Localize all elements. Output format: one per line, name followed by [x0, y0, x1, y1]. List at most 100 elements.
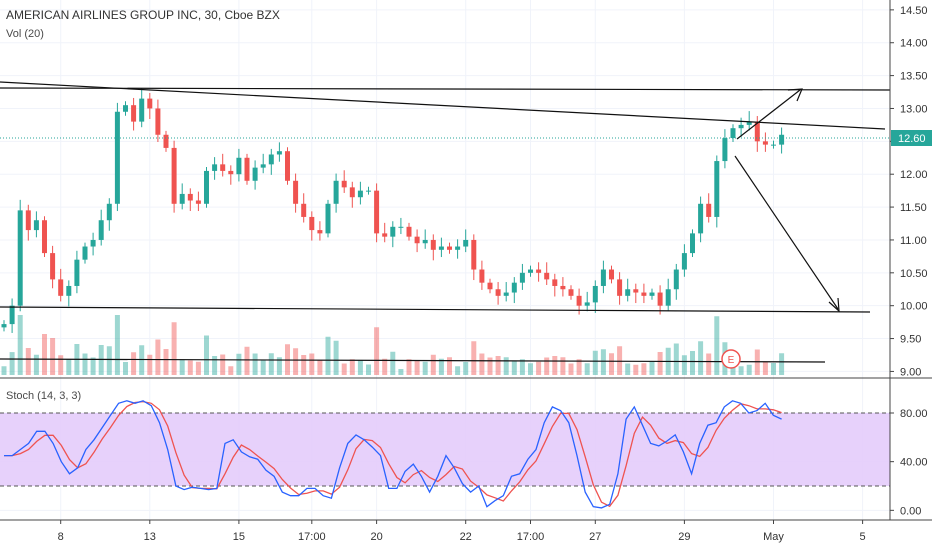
chart-title: AMERICAN AIRLINES GROUP INC, 30, Cboe BZ…: [6, 8, 280, 22]
volume-bar: [600, 349, 606, 375]
time-tick-label: 27: [589, 531, 601, 543]
volume-bar: [260, 360, 266, 375]
volume-bar: [495, 356, 501, 375]
volume-bar: [42, 334, 47, 375]
price-tick-label: 14.00: [900, 38, 928, 50]
candle-body: [147, 98, 153, 109]
candle-body: [722, 138, 728, 162]
volume-bar: [592, 350, 598, 375]
candle-body: [244, 157, 250, 181]
candle-body: [123, 105, 128, 112]
candle-body: [633, 289, 639, 293]
earnings-marker[interactable]: E: [721, 349, 741, 369]
support-horizontal-line[interactable]: [0, 306, 871, 313]
volume-bar: [268, 353, 274, 375]
time-tick-label: 20: [370, 531, 382, 543]
candle-body: [25, 210, 31, 231]
volume-bar: [463, 362, 469, 375]
volume-bar: [293, 348, 299, 375]
volume-bar: [552, 356, 558, 375]
candle-body: [568, 289, 574, 296]
candle-body: [74, 259, 80, 286]
candle-body: [528, 269, 533, 273]
candle-body: [714, 161, 720, 217]
stochastic-lines: [4, 400, 782, 509]
bullish-projection-arrow[interactable]: [736, 89, 801, 140]
volume-bar: [422, 361, 428, 375]
candle-body: [50, 253, 56, 280]
upper-descending-trendline[interactable]: [0, 81, 886, 130]
volume-bar: [771, 363, 776, 375]
candle-body: [341, 180, 347, 188]
time-tick-label: 15: [233, 531, 245, 543]
time-axis[interactable]: 8 13 15 17:00 20 22 17:00 27 29 May 5: [58, 520, 866, 543]
volume-bar: [123, 362, 128, 375]
candle-body: [9, 305, 15, 325]
price-tick-label: 9.00: [900, 366, 921, 378]
candle-body: [779, 134, 785, 145]
candle-body: [592, 285, 598, 303]
volume-bar: [536, 361, 542, 375]
bullish-arrowhead-icon: [787, 88, 803, 102]
last-price-tag: 12.60: [891, 130, 932, 146]
candle-body: [600, 269, 606, 286]
volume-bar: [528, 363, 533, 375]
candle-body: [236, 157, 242, 175]
stoch-overbought-oversold-band: [0, 413, 890, 486]
candle-body: [730, 128, 736, 139]
candle-body: [398, 226, 404, 228]
volume-bar: [25, 348, 31, 375]
time-tick-label: 22: [460, 531, 472, 543]
candle-body: [252, 167, 258, 181]
resistance-horizontal-line[interactable]: [0, 87, 891, 91]
stoch-axis[interactable]: 80.00 40.00 0.00: [890, 408, 928, 517]
volume-bar: [633, 364, 639, 375]
candle-body: [204, 170, 209, 204]
price-tick-label: 10.00: [900, 301, 928, 313]
candle-body: [706, 203, 712, 217]
candle-body: [511, 282, 517, 293]
price-axis[interactable]: 14.5014.0013.5013.0012.5012.0011.5011.00…: [890, 5, 928, 379]
candle-body: [576, 295, 582, 306]
candle-body: [195, 200, 201, 204]
volume-bar: [58, 355, 64, 375]
volume-bar: [131, 352, 137, 375]
volume-bar: [690, 351, 695, 375]
volume-bar: [519, 359, 525, 375]
candle-body: [82, 246, 88, 260]
volume-bar: [414, 360, 420, 375]
volume-bar: [738, 366, 744, 375]
candle-body: [471, 239, 477, 270]
time-tick-label: May: [763, 531, 784, 543]
candle-body: [447, 246, 452, 250]
bearish-arrowhead-icon: [828, 297, 840, 313]
volume-bar: [236, 353, 242, 375]
candle-body: [544, 272, 550, 280]
candle-body: [357, 190, 363, 198]
volume-bar: [333, 340, 339, 375]
drawn-trendlines[interactable]: [0, 81, 891, 363]
time-tick-label: 5: [860, 531, 866, 543]
volume-bar: [374, 327, 380, 375]
volume-bar: [50, 338, 56, 375]
volume-bar: [276, 357, 282, 375]
bearish-projection-arrow[interactable]: [734, 155, 839, 310]
volume-bar: [779, 353, 785, 375]
price-tick-label: 12.00: [900, 169, 928, 181]
volume-bar: [746, 364, 752, 375]
volume-bar: [390, 351, 396, 375]
volume-bar: [114, 315, 120, 375]
volume-bar: [447, 357, 452, 375]
volume-bar: [9, 352, 15, 375]
candle-body: [317, 230, 323, 234]
candle-body: [673, 269, 679, 290]
last-price-value: 12.60: [898, 133, 926, 145]
volume-horizontal-line[interactable]: [0, 358, 826, 363]
volume-bar: [511, 360, 517, 375]
volume-bar: [625, 363, 631, 375]
candle-body: [228, 170, 234, 175]
volume-bar: [1, 366, 7, 375]
candle-body: [690, 233, 695, 254]
volume-bar: [503, 357, 509, 375]
